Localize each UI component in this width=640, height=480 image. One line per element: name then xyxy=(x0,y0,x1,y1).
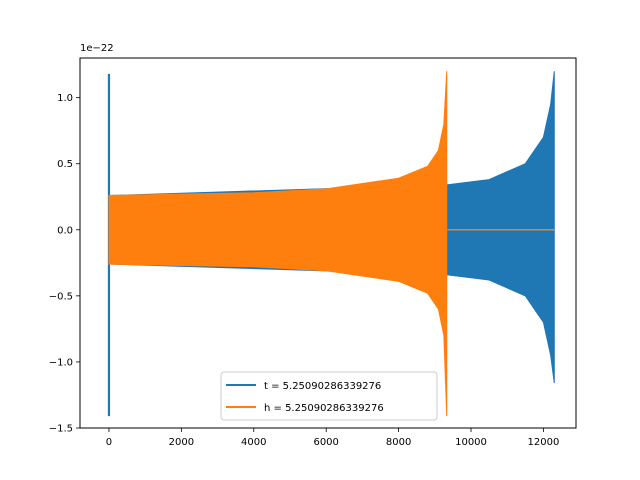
x-tick-label: 10000 xyxy=(455,437,487,448)
x-tick-label: 4000 xyxy=(241,437,266,448)
y-tick-label: −0.5 xyxy=(49,291,73,302)
y-axis-offset-label: 1e−22 xyxy=(80,43,114,54)
y-tick-label: 0.0 xyxy=(57,225,73,236)
y-axis: −1.5 −1.0 −0.5 0.0 0.5 1.0 xyxy=(49,93,80,435)
y-tick-label: 1.0 xyxy=(57,93,73,104)
x-tick-label: 12000 xyxy=(528,437,560,448)
legend-label-t: t = 5.25090286339276 xyxy=(264,381,381,392)
y-tick-label: −1.0 xyxy=(49,357,73,368)
series-h-envelope xyxy=(108,71,448,417)
y-tick-label: −1.5 xyxy=(49,424,73,435)
x-axis: 0 2000 4000 6000 8000 10000 12000 xyxy=(106,428,560,448)
legend-label-h: h = 5.25090286339276 xyxy=(264,403,384,414)
x-tick-label: 8000 xyxy=(386,437,411,448)
y-tick-label: 0.5 xyxy=(57,159,73,170)
legend: t = 5.25090286339276 h = 5.2509028633927… xyxy=(220,371,438,421)
plot-area xyxy=(107,71,555,417)
x-tick-label: 6000 xyxy=(313,437,338,448)
x-tick-label: 2000 xyxy=(169,437,194,448)
series-h xyxy=(108,71,555,417)
x-tick-label: 0 xyxy=(106,437,112,448)
axes-frame xyxy=(79,57,577,429)
legend-box xyxy=(220,371,438,421)
